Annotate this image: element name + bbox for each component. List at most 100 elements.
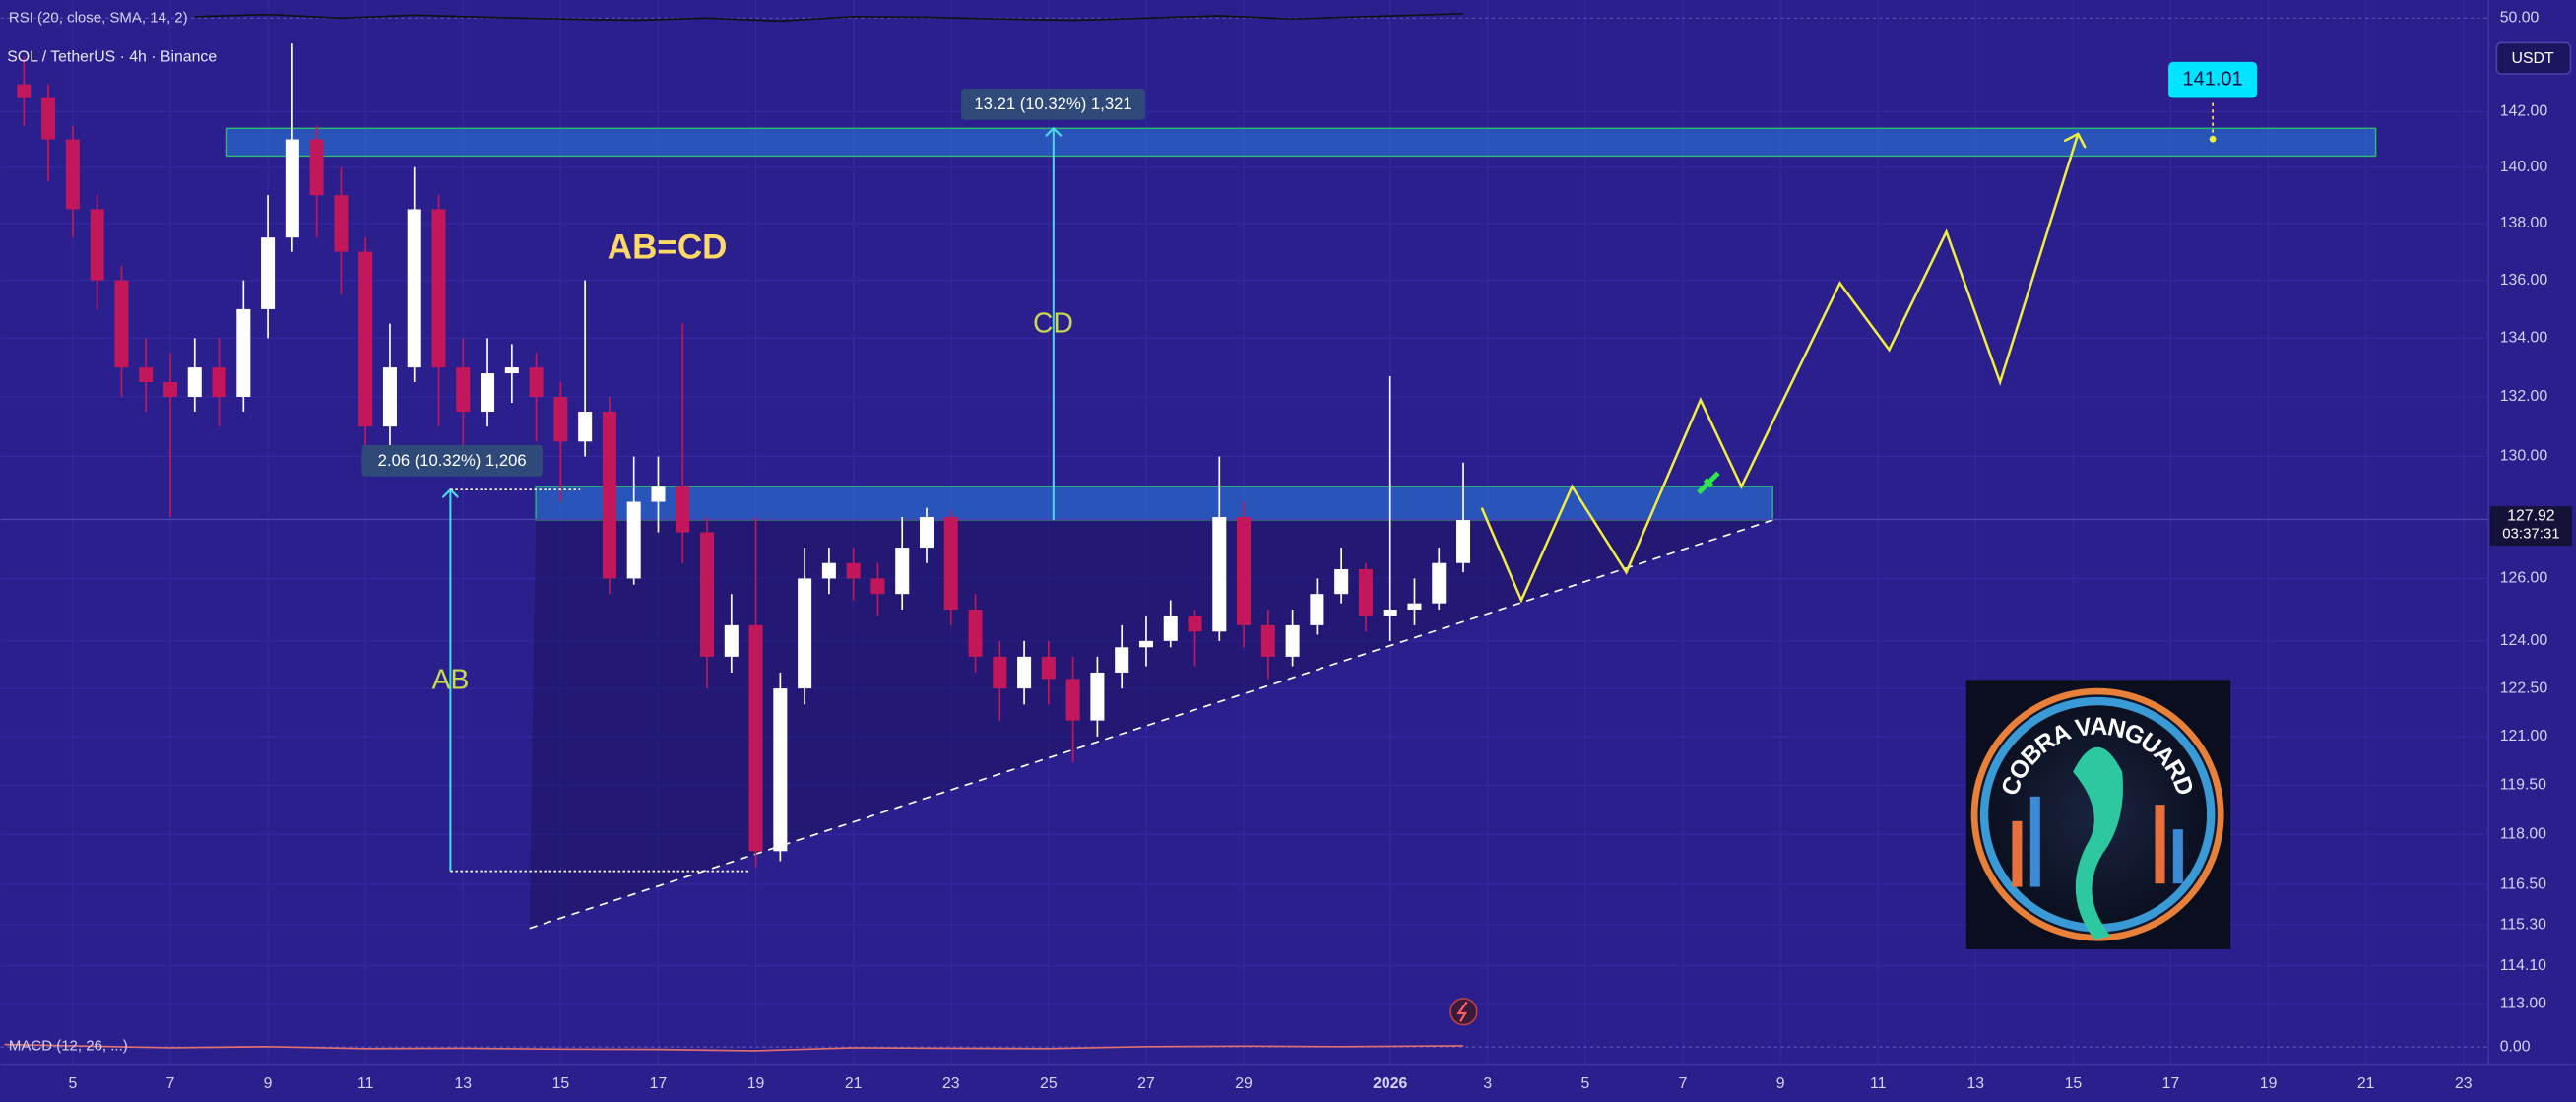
macd-label: MACD (12, 26, ...)	[9, 1037, 128, 1054]
y-tick-label: 134.00	[2500, 330, 2548, 347]
candle-body	[1260, 624, 1275, 657]
x-tick-label: 29	[1235, 1075, 1253, 1092]
y-tick-label: 116.50	[2500, 875, 2546, 892]
y-tick-label: 138.00	[2500, 215, 2548, 231]
candle-body	[1407, 603, 1422, 611]
y-tick-label: 130.00	[2500, 448, 2548, 465]
pattern-label: AB=CD	[608, 228, 728, 267]
candle-body	[1383, 610, 1397, 616]
candle-body	[261, 237, 276, 309]
candle-body	[919, 516, 934, 549]
candle-body	[1285, 624, 1300, 657]
x-tick-label: 19	[747, 1075, 765, 1092]
last-price-box	[2489, 506, 2573, 547]
rsi-line	[194, 13, 1464, 23]
y-tick-label: 140.00	[2500, 159, 2548, 175]
candle-body	[748, 624, 763, 852]
candle-body	[870, 578, 885, 595]
logo-bar	[2029, 796, 2040, 887]
macd-line	[4, 1043, 1464, 1052]
candle-body	[1065, 679, 1080, 721]
cd-measure-text: 13.21 (10.32%) 1,321	[974, 95, 1131, 113]
y-tick-label: 136.00	[2500, 272, 2548, 289]
logo-bar	[2155, 805, 2165, 884]
candle-body	[895, 548, 910, 595]
x-tick-label: 21	[2357, 1075, 2375, 1092]
candle-body	[334, 195, 349, 252]
x-tick-label: 13	[454, 1075, 472, 1092]
candle-body	[212, 367, 226, 398]
candle-body	[724, 624, 739, 657]
candle-body	[285, 139, 299, 238]
symbol-title: SOL / TetherUS · 4h · Binance	[7, 49, 217, 66]
candle-body	[1237, 516, 1252, 625]
candle-body	[139, 367, 154, 383]
candle-body	[481, 373, 495, 413]
x-tick-label: 15	[2065, 1075, 2083, 1092]
x-tick-label: 9	[264, 1075, 273, 1092]
target-label: 141.01	[2183, 68, 2243, 90]
candle-body	[578, 412, 593, 442]
candle-body	[1358, 568, 1373, 616]
candle-body	[773, 688, 788, 852]
candle-body	[821, 562, 836, 579]
x-tick-label: 2026	[1373, 1075, 1407, 1092]
x-tick-label: 3	[1483, 1075, 1492, 1092]
candle-body	[358, 251, 373, 427]
countdown-label: 03:37:31	[2502, 525, 2559, 542]
candle-body	[1432, 562, 1447, 604]
y-tick-label: 115.30	[2500, 916, 2546, 933]
candle-body	[553, 397, 568, 442]
x-tick-label: 5	[68, 1075, 77, 1092]
target-point	[2209, 135, 2217, 143]
y-tick-label: 121.00	[2500, 728, 2548, 745]
candle-body	[798, 578, 812, 689]
rsi-label: RSI (20, close, SMA, 14, 2)	[9, 9, 188, 26]
zone	[535, 486, 1773, 521]
x-tick-label: 23	[2455, 1075, 2473, 1092]
ab-label: AB	[432, 665, 470, 696]
candle-body	[1138, 640, 1153, 648]
x-tick-label: 17	[2162, 1075, 2180, 1092]
logo-bar	[2012, 820, 2023, 887]
currency-button[interactable]	[2495, 41, 2572, 75]
logo: COBRA VANGUARD	[1965, 680, 2231, 949]
candle-body	[41, 97, 56, 140]
logo-bar	[2172, 829, 2183, 884]
x-tick-label: 13	[1966, 1075, 1984, 1092]
y-tick-label: 113.00	[2500, 995, 2546, 1011]
candle-body	[626, 501, 641, 579]
candle-body	[529, 367, 544, 398]
candle-body	[1163, 616, 1178, 641]
candle-body	[651, 486, 666, 502]
pane-tick-label: 50.00	[2500, 10, 2540, 27]
trendline	[529, 519, 1773, 930]
y-tick-label: 118.00	[2500, 826, 2546, 843]
x-tick-label: 9	[1776, 1075, 1785, 1092]
candle-body	[1115, 647, 1129, 673]
pane-tick-label: 0.00	[2500, 1038, 2531, 1055]
x-tick-label: 7	[166, 1075, 175, 1092]
target-box	[2168, 61, 2258, 98]
candle-body	[65, 139, 80, 210]
x-tick-label: 21	[845, 1075, 863, 1092]
candle-body	[114, 280, 129, 368]
x-tick-label: 5	[1581, 1075, 1590, 1092]
candle-body	[504, 367, 519, 374]
candle-body	[1041, 656, 1056, 680]
last-price-label: 127.92	[2507, 507, 2554, 524]
projection-path	[1480, 134, 2079, 604]
currency-label: USDT	[2512, 50, 2554, 67]
x-tick-label: 7	[1679, 1075, 1688, 1092]
alert-icon[interactable]	[1449, 998, 1478, 1026]
candle-body	[17, 84, 32, 98]
x-tick-label: 27	[1137, 1075, 1155, 1092]
candle-body	[602, 412, 616, 579]
candle-body	[1090, 672, 1105, 721]
candle-body	[1212, 516, 1227, 632]
candle-body	[236, 308, 251, 398]
x-tick-label: 23	[942, 1075, 960, 1092]
candle-body	[187, 367, 202, 398]
